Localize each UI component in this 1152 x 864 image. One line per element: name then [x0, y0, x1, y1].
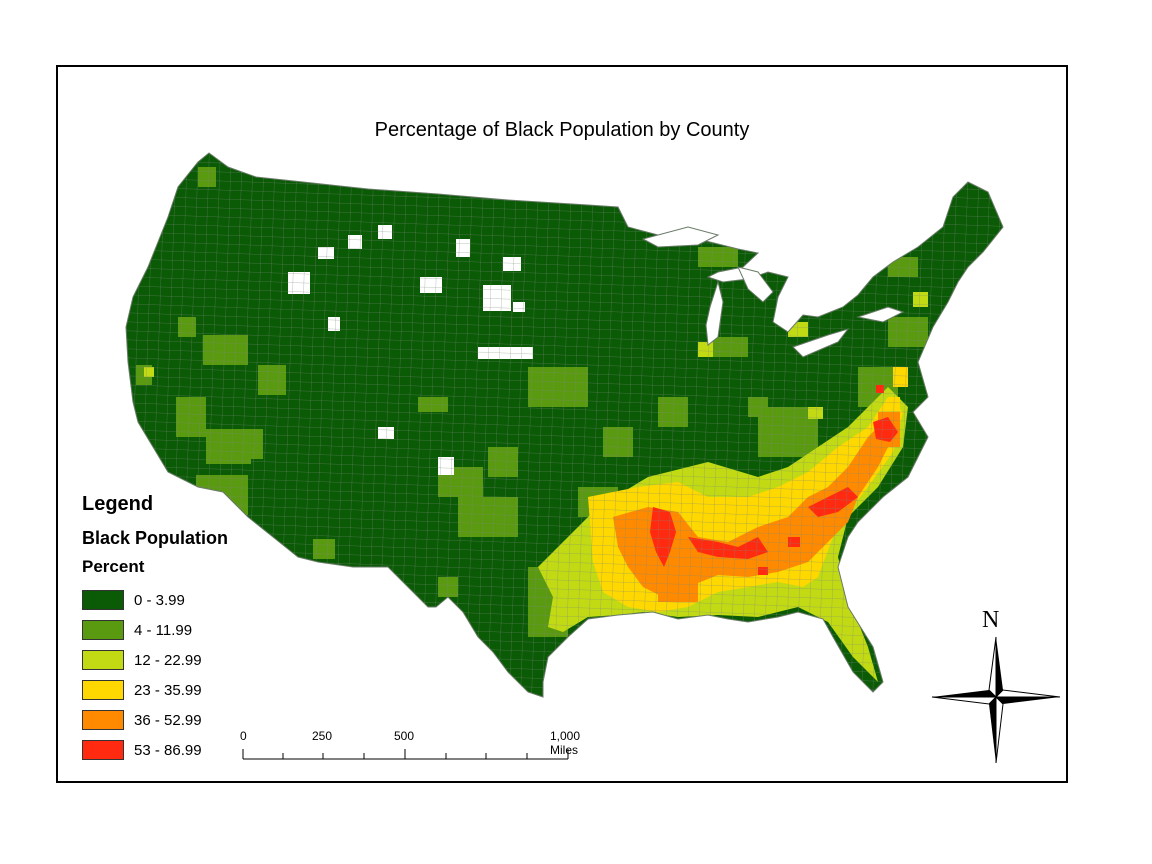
legend-swatch	[82, 710, 124, 730]
legend-classes: 0 - 3.99 4 - 11.99 12 - 22.99 23 - 35.99 36 …	[82, 585, 228, 765]
legend-class-label: 0 - 3.99	[134, 591, 185, 609]
legend-class-label: 23 - 35.99	[134, 681, 202, 699]
legend-swatch	[82, 650, 124, 670]
legend-class-row: 36 - 52.99	[82, 705, 228, 735]
compass-rose-icon	[931, 636, 1061, 764]
legend-field-name: Percent	[82, 557, 145, 576]
legend-title: Legend	[82, 493, 154, 515]
legend-class-row: 12 - 22.99	[82, 645, 228, 675]
scale-bar: 0 250 500 1,000 Miles	[240, 725, 580, 765]
legend-class-row: 0 - 3.99	[82, 585, 228, 615]
legend-layer-name: Black Population	[82, 528, 229, 548]
us-county-map	[125, 152, 1004, 698]
great-lakes	[641, 226, 905, 358]
scale-label-500: 500	[394, 729, 415, 743]
legend-swatch	[82, 590, 124, 610]
map-frame: Percentage of Black Population by County	[56, 65, 1068, 783]
map-legend: Legend Black Population Percent 0 - 3.99…	[82, 493, 228, 765]
legend-class-label: 12 - 22.99	[134, 651, 202, 669]
legend-class-label: 53 - 86.99	[134, 741, 202, 759]
map-title: Percentage of Black Population by County	[374, 119, 750, 141]
scale-label-0: 0	[240, 729, 247, 743]
scale-label-250: 250	[312, 729, 333, 743]
legend-class-row: 23 - 35.99	[82, 675, 228, 705]
legend-class-row: 4 - 11.99	[82, 615, 228, 645]
legend-class-label: 36 - 52.99	[134, 711, 202, 729]
scale-label-1000-miles: 1,000 Miles	[550, 729, 581, 757]
scale-bar-graphic	[242, 749, 569, 760]
legend-swatch	[82, 740, 124, 760]
legend-class-label: 4 - 11.99	[134, 621, 193, 639]
north-arrow: N	[930, 607, 1062, 767]
north-label: N	[982, 607, 1000, 633]
legend-swatch	[82, 620, 124, 640]
legend-swatch	[82, 680, 124, 700]
legend-class-row: 53 - 86.99	[82, 735, 228, 765]
